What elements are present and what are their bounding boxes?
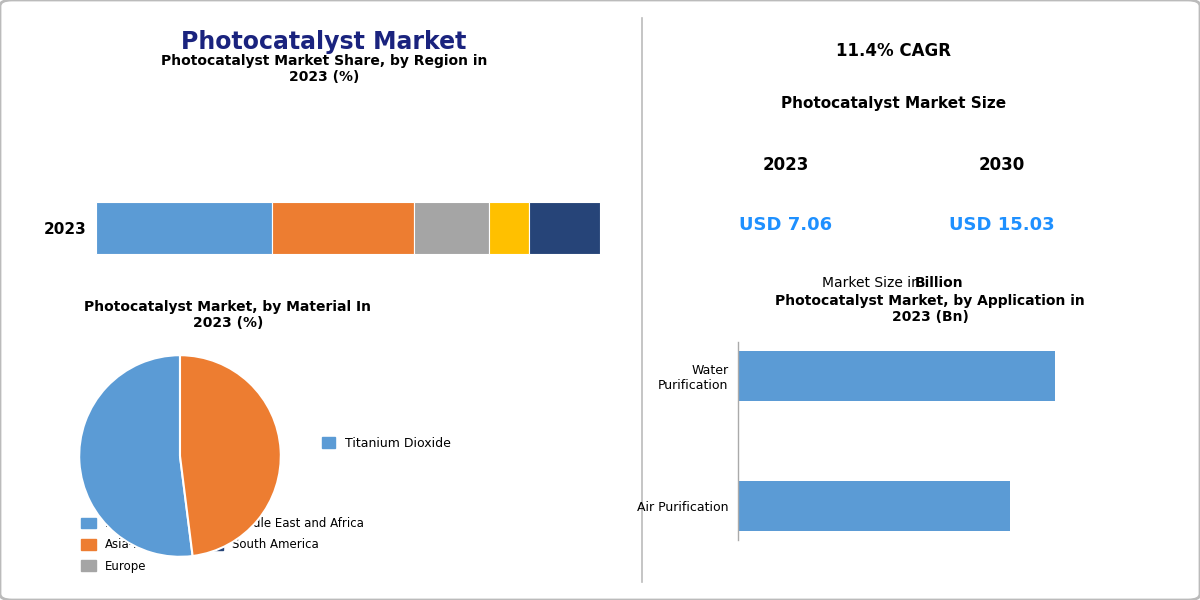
Text: USD 7.06: USD 7.06 [739,216,833,234]
Bar [272,202,414,254]
Text: Photocatalyst Market, by Application in
2023 (Bn): Photocatalyst Market, by Application in … [775,294,1085,324]
Text: USD 15.03: USD 15.03 [949,216,1055,234]
Bar [529,202,600,254]
Text: 11.4% CAGR: 11.4% CAGR [836,42,952,60]
Text: Billion: Billion [914,276,964,290]
Text: 2023: 2023 [763,156,809,174]
Bar [738,351,1055,401]
Wedge shape [180,355,281,556]
Wedge shape [79,355,193,557]
Text: Market Size in: Market Size in [822,276,924,290]
Legend: Titanium Dioxide: Titanium Dioxide [317,432,456,455]
Text: Photocatalyst Market: Photocatalyst Market [181,30,467,54]
Text: 2030: 2030 [979,156,1025,174]
Bar [738,481,1009,531]
Text: Photocatalyst Market Size: Photocatalyst Market Size [781,96,1007,111]
Text: Photocatalyst Market Share, by Region in
2023 (%): Photocatalyst Market Share, by Region in… [161,54,487,84]
Bar [96,202,272,254]
Legend: North America, Asia-Pacific, Europe, Middle East and Africa, South America: North America, Asia-Pacific, Europe, Mid… [77,512,368,577]
Bar [414,202,490,254]
Text: Photocatalyst Market, by Material In
2023 (%): Photocatalyst Market, by Material In 202… [84,300,372,330]
Bar [490,202,529,254]
